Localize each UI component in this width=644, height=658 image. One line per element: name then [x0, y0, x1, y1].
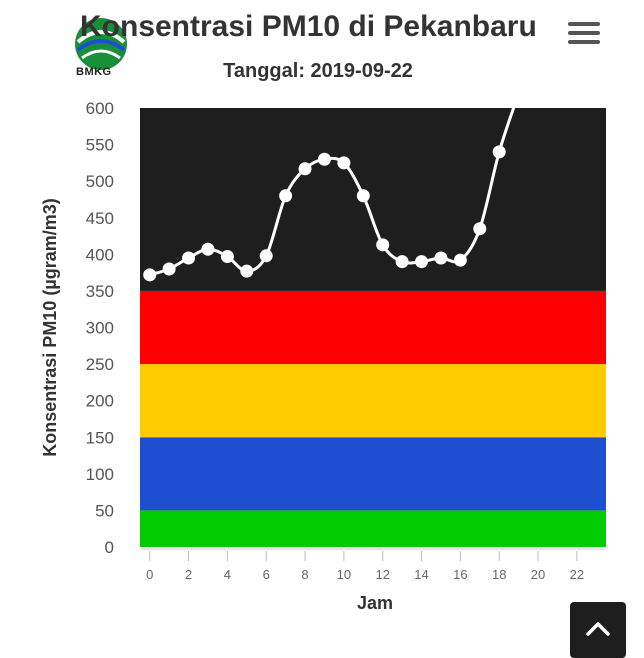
x-tick-label: 8	[301, 567, 308, 582]
bmkg-logo	[75, 18, 127, 70]
data-point	[512, 90, 525, 100]
data-point	[376, 238, 390, 252]
data-point	[434, 251, 448, 265]
data-point	[201, 242, 215, 256]
data-point	[356, 189, 370, 203]
band-3	[140, 290, 606, 365]
data-point	[453, 253, 467, 267]
y-tick-label: 450	[86, 209, 114, 228]
data-point	[220, 250, 234, 264]
band-0	[140, 510, 606, 547]
y-tick-label: 550	[86, 136, 114, 155]
y-tick-label: 300	[86, 319, 114, 338]
x-tick-label: 16	[453, 567, 467, 582]
y-tick-label: 400	[86, 245, 114, 264]
band-1	[140, 437, 606, 511]
x-tick-label: 10	[337, 567, 351, 582]
logo-text: BMKG	[76, 66, 112, 78]
y-tick-label: 350	[86, 282, 114, 301]
data-point	[259, 249, 273, 263]
x-tick-label: 20	[531, 567, 545, 582]
hamburger-menu-icon[interactable]	[568, 22, 600, 48]
x-tick-label: 18	[492, 567, 506, 582]
data-point	[162, 262, 176, 276]
y-tick-label: 150	[86, 428, 114, 447]
band-4	[140, 108, 606, 291]
y-tick-label: 250	[86, 355, 114, 374]
x-tick-label: 2	[185, 567, 192, 582]
scroll-to-top-button[interactable]	[570, 602, 626, 658]
data-point	[492, 145, 506, 159]
x-tick-label: 6	[263, 567, 270, 582]
y-tick-label: 100	[86, 465, 114, 484]
pm10-chart: 0 50 100 150 200 250 300 350 400 450 500 550 600 0 2 4…	[40, 90, 606, 613]
y-tick-label: 50	[95, 501, 114, 520]
x-tick-label: 4	[224, 567, 231, 582]
data-point	[337, 156, 351, 170]
data-point	[298, 162, 312, 176]
data-point	[473, 222, 487, 236]
data-point	[317, 152, 331, 166]
page-subtitle: Tanggal: 2019-09-22	[223, 60, 413, 82]
y-tick-label: 600	[86, 99, 114, 118]
y-tick-label: 200	[86, 392, 114, 411]
x-tick-label: 0	[146, 567, 153, 582]
chevron-up-icon	[586, 622, 610, 636]
y-axis-label: Konsentrasi PM10 (µgram/m3)	[40, 198, 60, 456]
x-axis-label: Jam	[357, 593, 393, 613]
data-point	[143, 268, 157, 282]
data-point	[415, 255, 429, 269]
x-tick-label: 12	[375, 567, 389, 582]
y-tick-label: 500	[86, 172, 114, 191]
data-point	[182, 251, 196, 265]
x-tick-label: 14	[414, 567, 428, 582]
x-tick-label: 22	[570, 567, 584, 582]
data-point	[240, 264, 254, 278]
y-tick-label: 0	[105, 538, 114, 557]
band-2	[140, 364, 606, 438]
data-point	[279, 189, 293, 203]
data-point	[395, 255, 409, 269]
page-title: Konsentrasi PM10 di Pekanbaru	[80, 10, 537, 43]
